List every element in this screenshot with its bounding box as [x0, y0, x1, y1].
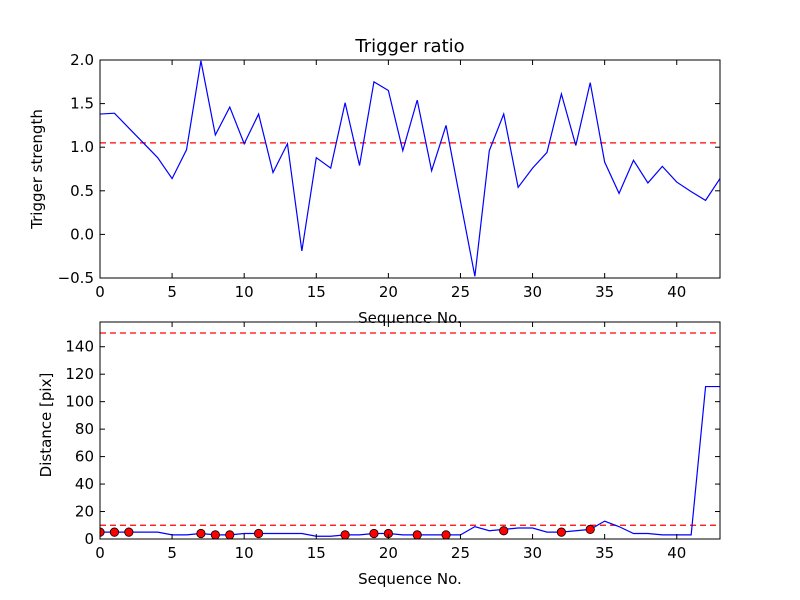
- data-point-marker: [585, 524, 595, 534]
- y-tick-label: 0.5: [70, 182, 94, 200]
- y-tick-label: 100: [65, 393, 94, 411]
- x-tick-label: 35: [595, 544, 614, 562]
- y-axis-label: Trigger strength: [28, 109, 46, 230]
- data-point-marker: [109, 527, 120, 537]
- y-tick-label: 40: [75, 475, 94, 493]
- y-tick-label: 1.5: [70, 95, 94, 113]
- chart-title: Trigger ratio: [354, 36, 464, 57]
- x-tick-label: 20: [379, 283, 398, 301]
- x-tick-label: 35: [595, 283, 614, 301]
- data-point-marker: [369, 528, 379, 539]
- y-tick-label: 2.0: [70, 51, 94, 69]
- x-axis-label: Sequence No.: [358, 309, 462, 327]
- distance-ticks: 0 5 10 15 20 25 30 35 40 0 20 40 60 80 100 120 140: [65, 322, 720, 562]
- x-axis-label: Sequence No.: [358, 570, 462, 588]
- data-point-marker: [412, 530, 422, 539]
- distance-panel: 0 5 10 15 20 25 30 35 40 0 20 40 60 80 100 120 140 Seque…: [37, 321, 721, 588]
- x-tick-label: 5: [167, 544, 177, 562]
- data-point-marker: [499, 526, 509, 536]
- y-tick-label: 60: [75, 448, 94, 466]
- distance-axes-frame: [99, 321, 721, 540]
- x-tick-label: 25: [451, 544, 470, 562]
- y-tick-label: 140: [65, 338, 94, 356]
- x-tick-label: 30: [523, 544, 542, 562]
- x-tick-label: 20: [379, 544, 398, 562]
- data-point-marker: [254, 528, 264, 539]
- trigger-ticks: 0 5 10 15 20 25 30 35 40 −0.5 0.0 0.5 1.0 1.5 2.0: [58, 51, 720, 301]
- x-tick-label: 15: [307, 283, 326, 301]
- plot-area: [100, 60, 720, 277]
- x-tick-label: 25: [451, 283, 470, 301]
- x-tick-label: 5: [167, 283, 177, 301]
- x-tick-label: 0: [95, 283, 105, 301]
- y-axis-label: Distance [pix]: [37, 373, 55, 478]
- distance-series-layer: [100, 332, 720, 539]
- x-tick-label: 10: [235, 544, 254, 562]
- x-tick-label: 15: [307, 544, 326, 562]
- x-tick-label: 30: [523, 283, 542, 301]
- data-point-marker: [124, 527, 134, 537]
- data-point-marker: [340, 530, 350, 539]
- y-tick-label: −0.5: [58, 269, 94, 287]
- data-point-marker: [556, 527, 566, 537]
- y-tick-label: 80: [75, 420, 94, 438]
- plot-area: [100, 332, 720, 539]
- plot-frame: [99, 59, 721, 279]
- x-tick-label: 0: [95, 544, 105, 562]
- y-tick-label: 0.0: [70, 225, 94, 243]
- y-tick-label: 0: [84, 530, 94, 548]
- data-point-marker: [225, 530, 235, 539]
- x-tick-label: 40: [667, 283, 686, 301]
- x-tick-label: 40: [667, 544, 686, 562]
- data-point-marker: [210, 530, 220, 539]
- y-tick-label: 20: [75, 503, 94, 521]
- y-tick-label: 1.0: [70, 138, 94, 156]
- data-point-marker: [441, 530, 451, 539]
- trigger-axes-frame: [99, 59, 721, 279]
- data-point-marker: [196, 528, 206, 539]
- plot-frame: [99, 321, 721, 540]
- y-tick-label: 120: [65, 365, 94, 383]
- trigger-series-layer: [100, 60, 720, 277]
- x-tick-label: 10: [235, 283, 254, 301]
- series-line: [100, 60, 720, 277]
